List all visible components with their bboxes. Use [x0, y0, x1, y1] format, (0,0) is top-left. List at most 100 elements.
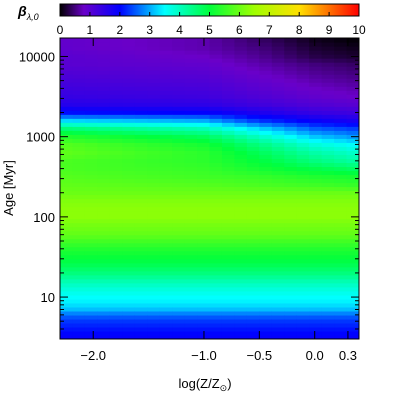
heatmap-cell	[259, 122, 273, 127]
heatmap-cell	[246, 218, 260, 224]
heatmap-cell	[221, 46, 236, 51]
heatmap-cell	[109, 50, 123, 55]
heatmap-cell	[321, 242, 335, 248]
heatmap-cell	[159, 314, 173, 320]
heatmap-cell	[346, 238, 359, 244]
heatmap-cell	[197, 298, 211, 304]
heatmap-cell	[197, 318, 211, 324]
heatmap-cell	[172, 186, 186, 192]
heatmap-cell	[334, 210, 348, 216]
heatmap-cell	[97, 250, 111, 256]
heatmap-cell	[321, 130, 335, 135]
heatmap-cell	[259, 190, 273, 196]
heatmap-cell	[221, 98, 236, 103]
heatmap-cell	[84, 182, 98, 188]
heatmap-cell	[109, 194, 123, 200]
heatmap-cell	[334, 62, 348, 67]
heatmap-cell	[234, 298, 248, 304]
heatmap-cell	[134, 94, 148, 99]
heatmap-cell	[334, 114, 348, 119]
heatmap-cell	[122, 246, 136, 252]
heatmap-cell	[334, 126, 348, 131]
heatmap-cell	[309, 70, 323, 75]
heatmap-cell	[209, 70, 223, 75]
heatmap-cell	[321, 138, 335, 143]
heatmap-cell	[109, 138, 123, 143]
heatmap-cell	[284, 150, 298, 155]
heatmap-cell	[84, 130, 98, 135]
heatmap-cell	[221, 302, 236, 308]
heatmap-cell	[147, 314, 161, 320]
heatmap-cell	[72, 198, 86, 204]
heatmap-cell	[72, 242, 86, 248]
heatmap-cell	[221, 146, 236, 151]
heatmap-cell	[221, 246, 236, 252]
heatmap-cell	[234, 150, 248, 155]
heatmap-cell	[246, 286, 260, 292]
heatmap-cell	[309, 290, 323, 296]
heatmap-cell	[97, 246, 111, 252]
heatmap-cell	[122, 74, 136, 79]
heatmap-cell	[134, 54, 148, 59]
heatmap-cell	[122, 238, 136, 244]
heatmap-cell	[109, 282, 123, 288]
heatmap-cell	[134, 154, 148, 159]
heatmap-cell	[72, 74, 86, 79]
heatmap-cell	[334, 282, 348, 288]
heatmap-cell	[97, 326, 111, 332]
heatmap-cell	[172, 202, 186, 208]
heatmap-cell	[271, 302, 285, 308]
heatmap-cell	[259, 206, 273, 212]
heatmap-cell	[209, 326, 223, 332]
heatmap-cell	[346, 234, 359, 240]
heatmap-cell	[97, 222, 111, 228]
heatmap-cell	[172, 222, 186, 228]
heatmap-cell	[109, 222, 123, 228]
heatmap-cell	[271, 38, 285, 43]
heatmap-cell	[122, 230, 136, 236]
heatmap-cell	[221, 126, 236, 131]
heatmap-cell	[97, 242, 111, 248]
heatmap-cell	[197, 302, 211, 308]
heatmap-cell	[234, 162, 248, 168]
heatmap-cell	[109, 318, 123, 324]
heatmap-cell	[221, 90, 236, 95]
heatmap-cell	[184, 42, 198, 47]
heatmap-cell	[284, 94, 298, 99]
heatmap-cell	[172, 90, 186, 95]
heatmap-cell	[221, 162, 236, 168]
heatmap-cell	[184, 114, 198, 119]
heatmap-cell	[109, 190, 123, 196]
heatmap-cell	[159, 302, 173, 308]
heatmap-cell	[60, 326, 74, 332]
heatmap-cell	[97, 254, 111, 260]
heatmap-cell	[60, 274, 74, 280]
heatmap-cell	[134, 274, 148, 280]
heatmap-cell	[221, 186, 236, 192]
heatmap-cell	[259, 126, 273, 131]
heatmap-cell	[296, 238, 310, 244]
heatmap-cell	[234, 114, 248, 119]
heatmap-cell	[109, 46, 123, 51]
heatmap-cell	[334, 158, 348, 164]
heatmap-cell	[346, 74, 359, 79]
heatmap-cell	[197, 198, 211, 204]
heatmap-cell	[246, 106, 260, 111]
heatmap-cell	[209, 294, 223, 300]
heatmap-cell	[209, 54, 223, 59]
heatmap-cell	[97, 202, 111, 208]
heatmap-cell	[246, 102, 260, 107]
heatmap-cell	[271, 130, 285, 135]
heatmap-cell	[134, 306, 148, 312]
heatmap-cell	[172, 134, 186, 139]
heatmap-cell	[84, 158, 98, 164]
heatmap-cell	[147, 194, 161, 200]
heatmap-cell	[122, 290, 136, 296]
heatmap-cell	[97, 142, 111, 147]
heatmap-cell	[259, 262, 273, 268]
heatmap-cell	[234, 74, 248, 79]
heatmap-cell	[346, 158, 359, 164]
heatmap-cell	[271, 286, 285, 292]
heatmap-cell	[321, 178, 335, 184]
heatmap-cell	[197, 202, 211, 208]
